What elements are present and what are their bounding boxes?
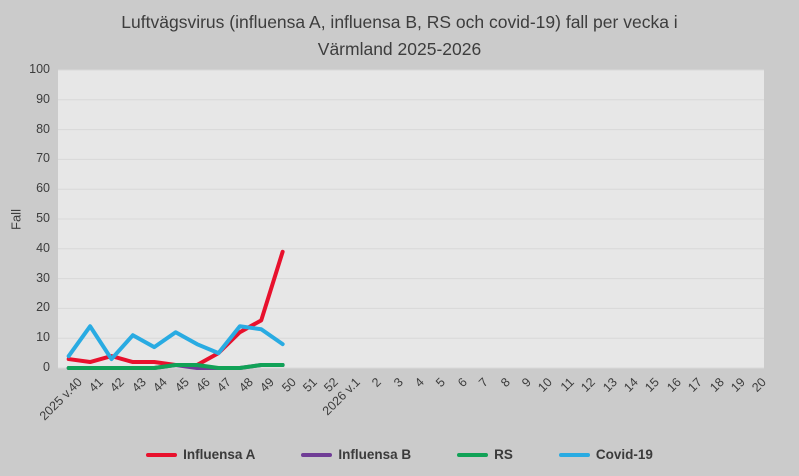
legend-label: Influensa A — [183, 447, 256, 462]
y-axis-tick-label: 0 — [43, 360, 50, 374]
y-axis-tick-label: 50 — [36, 211, 50, 225]
legend-item-influensa-a: Influensa A — [146, 447, 255, 462]
legend-swatch-icon — [457, 452, 489, 457]
y-axis-tick-label: 90 — [36, 91, 50, 106]
y-axis-tick-label: 70 — [36, 151, 50, 166]
y-axis-tick-label: 30 — [36, 270, 50, 285]
legend-label: RS — [494, 447, 513, 462]
series-line-covid-19 — [66, 324, 285, 362]
legend-label: Covid-19 — [595, 447, 653, 462]
y-axis-tick-label: 60 — [36, 181, 50, 196]
legend-swatch-icon — [558, 452, 590, 457]
series-line-rs — [66, 363, 285, 370]
chart-title-line2: Värmland 2025-2026 — [317, 39, 482, 60]
y-axis-tick-label: 20 — [36, 300, 50, 315]
legend-item-covid-19: Covid-19 — [558, 447, 653, 462]
y-axis-tick-label: 10 — [36, 330, 50, 345]
chart-title-line1: Luftvägsvirus (influensa A, influensa B,… — [121, 12, 678, 32]
legend-swatch-icon — [146, 452, 178, 457]
legend-label: Influensa B — [338, 447, 412, 462]
y-axis-tick-label: 80 — [36, 121, 50, 136]
chart-title: Luftvägsvirus (influensa A, influensa B,… — [0, 9, 799, 63]
legend-swatch-icon — [301, 452, 333, 457]
y-axis-tick-label: 100 — [29, 62, 50, 76]
y-axis-tick-label: 40 — [36, 240, 50, 255]
legend-item-rs: RS — [457, 447, 513, 462]
legend: Influensa A Influensa B RS Covid-19 — [0, 447, 799, 462]
legend-item-influensa-b: Influensa B — [301, 447, 411, 462]
